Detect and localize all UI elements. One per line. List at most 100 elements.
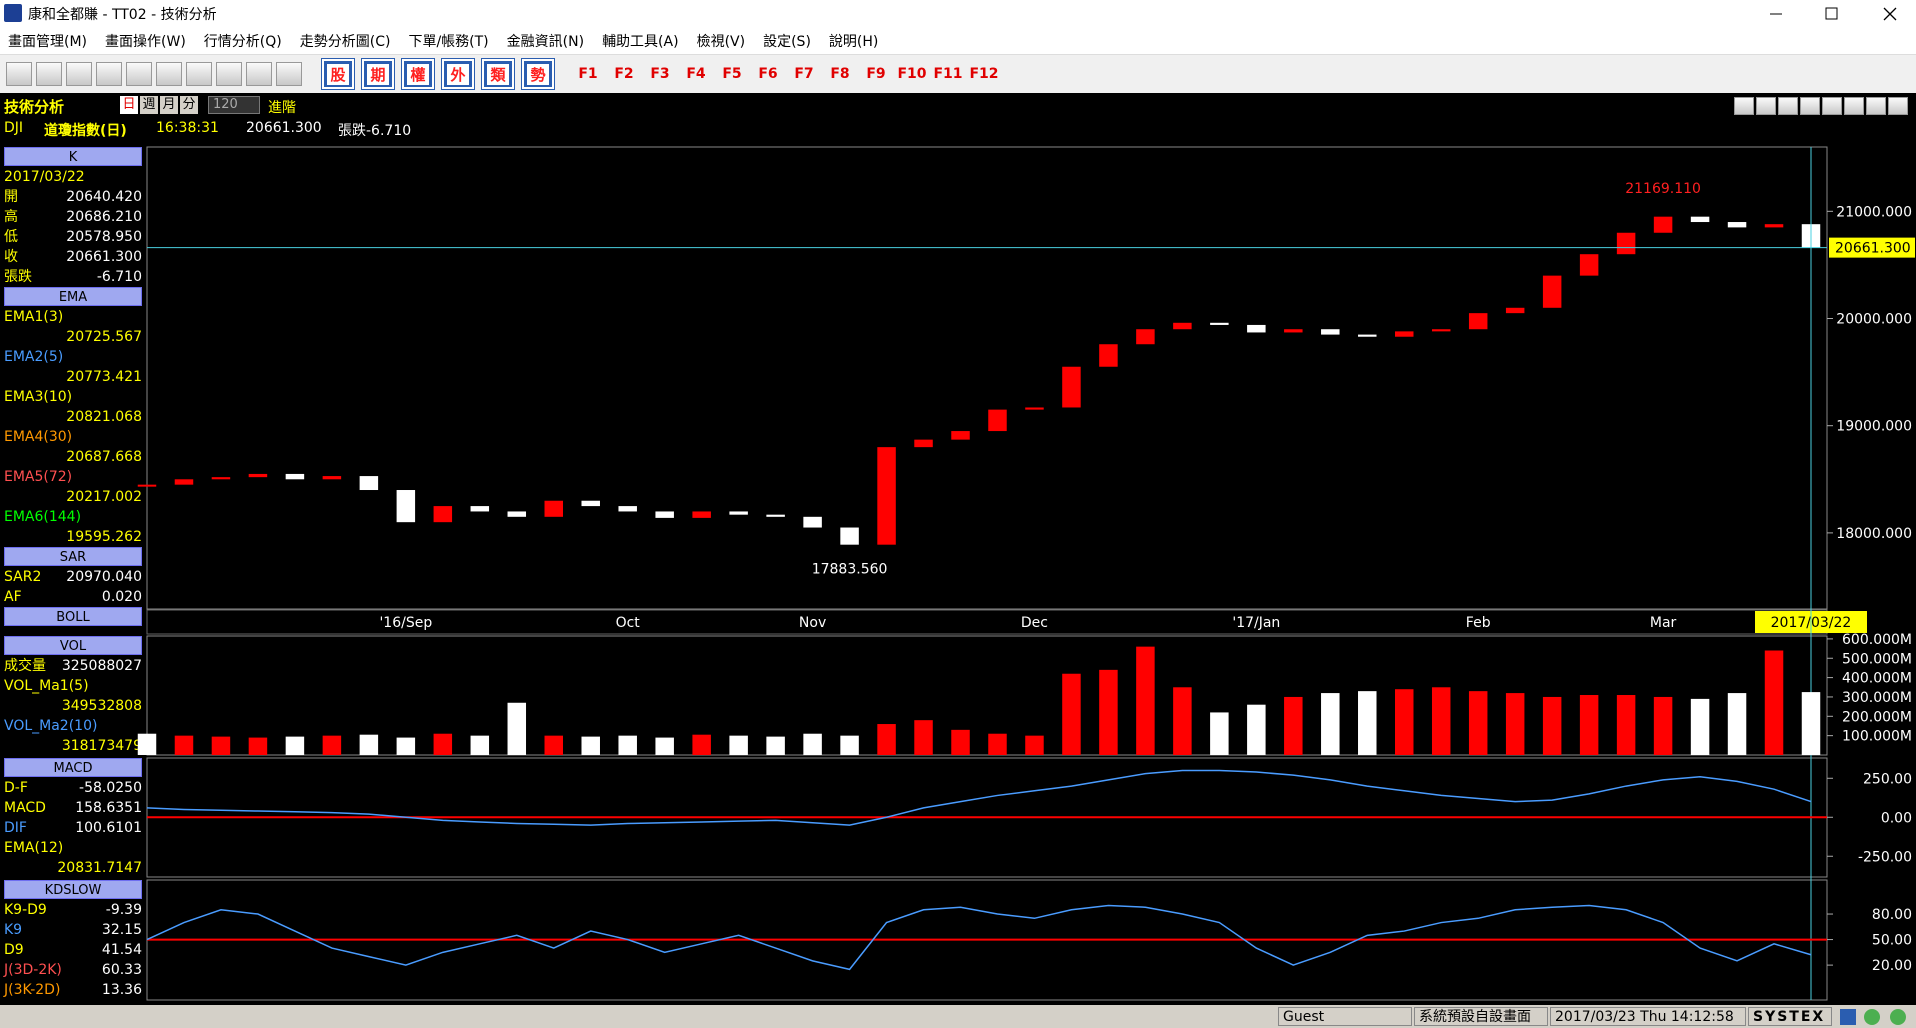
indicator-label: J(3K-2D) [4, 982, 61, 998]
candle [1025, 407, 1044, 410]
quick-button[interactable]: 類 [482, 59, 514, 89]
indicator-value: 20725.567 [66, 329, 142, 345]
indicator-label: D-F [4, 780, 28, 796]
candle [322, 476, 342, 480]
tool-icon[interactable] [156, 62, 182, 86]
tool-icon[interactable] [66, 62, 92, 86]
menu-item[interactable]: 下單/帳務(T) [408, 33, 489, 50]
candle [914, 439, 933, 448]
quick-button[interactable]: 期 [362, 59, 394, 89]
chart-tool[interactable] [1778, 97, 1798, 115]
candle [1616, 232, 1636, 255]
quick-button[interactable]: 股 [322, 59, 354, 89]
indicator-label: 低 [4, 229, 18, 245]
indicator-label: EMA1(3) [4, 309, 64, 325]
candle [1247, 324, 1266, 333]
quick-button[interactable]: 外 [442, 59, 474, 89]
indicator-label: J(3D-2K) [4, 962, 62, 978]
menu-item[interactable]: 走勢分析圖(C) [299, 33, 391, 50]
candle [877, 447, 896, 545]
volume-bar [729, 735, 748, 755]
quick-button[interactable]: 權 [402, 59, 434, 89]
function-key[interactable]: F5 [722, 66, 742, 82]
volume-bar [1395, 689, 1414, 755]
candle [618, 506, 637, 512]
tool-icon[interactable] [36, 62, 62, 86]
close[interactable] [1883, 7, 1897, 21]
quote-price: 20661.300 [246, 120, 322, 136]
volume-bar [285, 736, 305, 755]
chart-tool[interactable] [1800, 97, 1820, 115]
section-header: SAR [4, 547, 142, 566]
indicator-row: EMA6(144) 19595.262 [4, 507, 142, 547]
function-key[interactable]: F12 [969, 66, 999, 82]
window-controls[interactable] [1760, 0, 1916, 27]
menu-item[interactable]: 設定(S) [763, 33, 811, 50]
function-key[interactable]: F7 [794, 66, 814, 82]
quick-button[interactable]: 勢 [522, 59, 554, 89]
indicator-value: 318173479 [61, 738, 142, 754]
candle [1099, 344, 1118, 367]
candle [396, 490, 416, 523]
menu-item[interactable]: 輔助工具(A) [602, 33, 679, 50]
menu-item[interactable]: 行情分析(Q) [203, 33, 282, 50]
function-key[interactable]: F6 [758, 66, 778, 82]
candle [1210, 322, 1229, 325]
function-key[interactable]: F9 [866, 66, 886, 82]
menu-item[interactable]: 畫面管理(M) [8, 33, 88, 50]
function-key[interactable]: F10 [897, 66, 927, 82]
y-tick-label: 300.000M [1842, 690, 1912, 706]
candle [1136, 329, 1155, 345]
period-tab[interactable]: 分 [180, 96, 198, 114]
chart-tool[interactable] [1822, 97, 1842, 115]
x-tick-label: '17/Jan [1232, 615, 1280, 631]
indicator-row: VOL_Ma1(5) 349532808 [4, 676, 142, 716]
indicator-row: MACD 158.6351 [4, 798, 142, 818]
menu-item[interactable]: 金融資訊(N) [506, 33, 585, 50]
chart-tool[interactable] [1888, 97, 1908, 115]
period-tab[interactable]: 日 [120, 96, 138, 114]
chart-tool[interactable] [1756, 97, 1776, 115]
period-tab[interactable]: 月 [160, 96, 178, 114]
advanced[interactable]: 進階 [268, 100, 296, 116]
function-key[interactable]: F8 [830, 66, 850, 82]
tool-icon[interactable] [6, 62, 32, 86]
tool-icon[interactable] [186, 62, 212, 86]
status-icon [1864, 1009, 1880, 1025]
indicator-row: EMA2(5) 20773.421 [4, 347, 142, 387]
indicator-value: 158.6351 [75, 800, 142, 816]
menu-item[interactable]: 說明(H) [828, 33, 879, 50]
chart-tool[interactable] [1844, 97, 1864, 115]
function-key[interactable]: F1 [578, 66, 598, 82]
function-key[interactable]: F11 [933, 66, 963, 82]
volume-bar [396, 737, 416, 755]
candle [729, 511, 748, 515]
function-key[interactable]: F2 [614, 66, 634, 82]
restore[interactable] [1825, 7, 1838, 20]
candle [1764, 224, 1784, 228]
tool-icon[interactable] [96, 62, 122, 86]
function-key[interactable]: F4 [686, 66, 706, 82]
tool-icon[interactable] [126, 62, 152, 86]
indicator-label: EMA5(72) [4, 469, 73, 485]
section-header: VOL [4, 636, 142, 655]
indicator-row: K9-D9 -9.39 [4, 900, 142, 920]
section-header: BOLL [4, 607, 142, 626]
candle [1579, 254, 1599, 276]
period-tab[interactable]: 週 [140, 96, 158, 114]
indicator-row: 收 20661.300 [4, 247, 142, 267]
tool-icon[interactable] [246, 62, 272, 86]
y-tick-label: 500.000M [1842, 651, 1912, 667]
function-key[interactable]: F3 [650, 66, 670, 82]
menu-item[interactable]: 檢視(V) [696, 33, 746, 50]
high-annotation: 21169.110 [1625, 181, 1701, 197]
chart-tool[interactable] [1734, 97, 1754, 115]
menu-item[interactable]: 畫面操作(W) [105, 33, 186, 50]
tool-icon[interactable] [216, 62, 242, 86]
chart-tool[interactable] [1866, 97, 1886, 115]
candle [285, 473, 305, 480]
last-price-label: 20661.300 [1835, 241, 1911, 257]
tool-icon[interactable] [276, 62, 302, 86]
count-select[interactable]: 120 [208, 96, 260, 114]
y-tick-label: 400.000M [1842, 671, 1912, 687]
